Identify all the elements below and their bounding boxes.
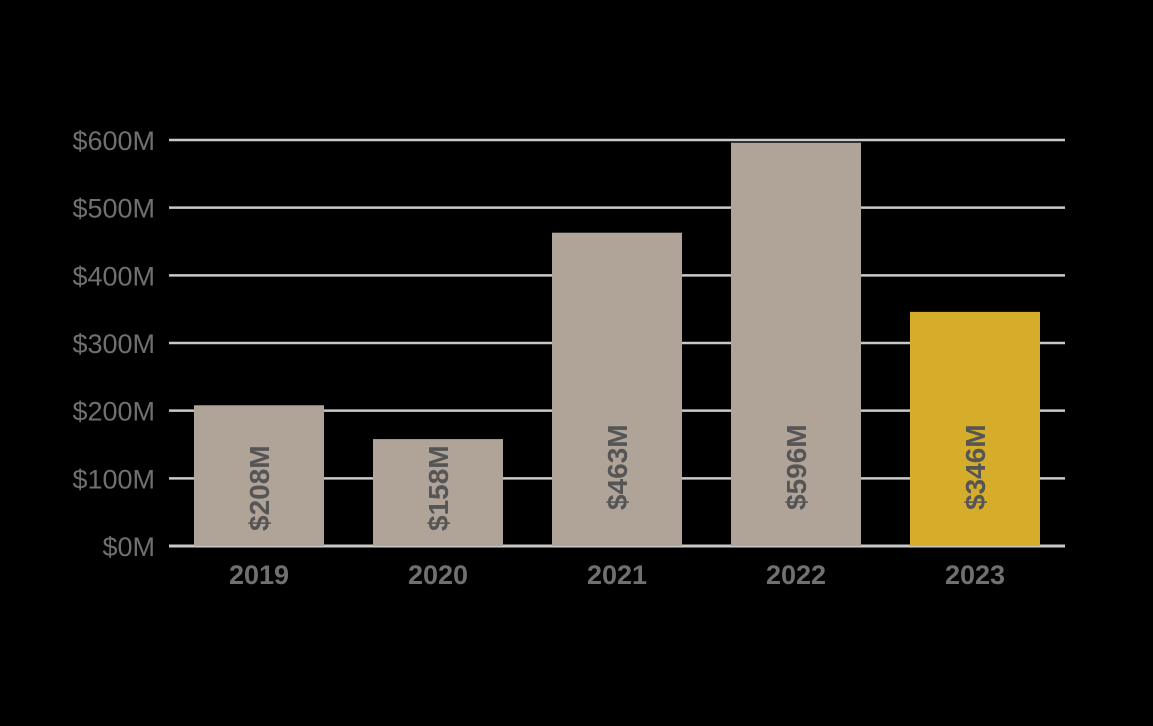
- bar-2022: [731, 142, 861, 546]
- x-tick-label: 2022: [766, 560, 826, 590]
- bar-2023: [910, 311, 1040, 546]
- bar-data-label: $346M: [960, 424, 991, 510]
- bar-2020: [373, 439, 503, 546]
- y-tick-label: $600M: [72, 126, 155, 156]
- bar-data-label: $158M: [423, 445, 454, 531]
- y-tick-label: $400M: [72, 261, 155, 291]
- bar-2019: [194, 405, 324, 546]
- x-tick-label: 2021: [587, 560, 647, 590]
- x-axis-tick-labels: 2019 2020 2021 2022 2023: [229, 560, 1005, 590]
- y-tick-label: $0M: [102, 532, 155, 562]
- bar-data-label: $463M: [602, 424, 633, 510]
- y-tick-label: $300M: [72, 329, 155, 359]
- x-tick-label: 2020: [408, 560, 468, 590]
- bar-data-label: $208M: [244, 445, 275, 531]
- bar-data-labels: $208M $158M $463M $596M $346M: [244, 424, 991, 531]
- bar-2021: [552, 232, 682, 546]
- y-tick-label: $200M: [72, 397, 155, 427]
- y-tick-label: $100M: [72, 464, 155, 494]
- y-tick-label: $500M: [72, 194, 155, 224]
- bars: [194, 142, 1040, 546]
- bar-data-label: $596M: [781, 424, 812, 510]
- x-tick-label: 2023: [945, 560, 1005, 590]
- x-tick-label: 2019: [229, 560, 289, 590]
- y-axis-tick-labels: $0M $100M $200M $300M $400M $500M $600M: [72, 126, 155, 562]
